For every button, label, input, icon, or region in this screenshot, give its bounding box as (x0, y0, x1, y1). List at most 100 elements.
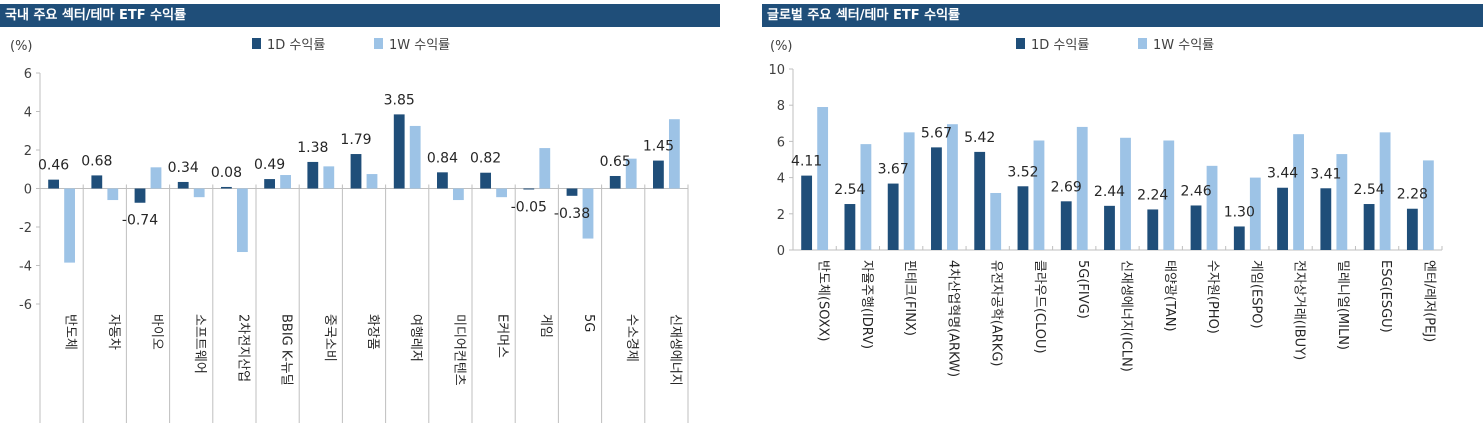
category-label: 4차산업혁명(ARKW) (945, 260, 960, 377)
bar-1d (1233, 226, 1245, 250)
bar-1w (236, 188, 248, 253)
bar-1d (844, 204, 856, 250)
data-label-1d: -0.74 (122, 213, 158, 229)
bar-1d (653, 160, 664, 189)
data-label-1d: 0.84 (427, 150, 458, 166)
category-label: 게임 (538, 314, 553, 338)
data-label-1d: -0.05 (511, 199, 547, 215)
bar-1d (480, 172, 492, 189)
category-label: BBIG K-뉴딜 (279, 314, 294, 386)
bar-1w (990, 192, 1002, 250)
bar-1d (1190, 205, 1202, 250)
bar-1w (539, 148, 551, 189)
bar-1w (193, 188, 205, 198)
bar-1w (625, 158, 637, 189)
data-label-1d: 1.38 (297, 140, 328, 156)
bar-1d (887, 183, 899, 250)
bar-1w (280, 175, 291, 189)
category-label: 바이오 (149, 314, 164, 350)
data-label-1d: 0.49 (254, 157, 285, 173)
global-etf-chart: (%) 1D 수익률 1W 수익률 0 2 4 6 8 10 4.11 반도체(SOXX) 2.54 자… (768, 38, 1443, 377)
domestic-etf-chart: (%) 1D 수익률 1W 수익률 -6 -4 -2 0 2 4 6 0.46 반도체 0.68 자동차 -… (10, 38, 689, 423)
category-label: 소프트웨어 (192, 314, 207, 374)
bar-1w (1422, 160, 1434, 250)
category-label: 신재생에너지(ICLN) (1119, 260, 1134, 372)
y-tick-label: -6 (19, 298, 32, 313)
global-chart-title: 글로벌 주요 섹터/테마 ETF 수익률 (762, 4, 1483, 27)
bar-1w (903, 132, 915, 250)
category-label: 화장품 (365, 314, 380, 350)
data-label-1d: 0.34 (168, 160, 199, 176)
category-label: 반도체 (63, 314, 78, 350)
bar-1w (947, 124, 958, 250)
bar-1w (366, 174, 378, 189)
category-label: 신재생에너지 (667, 314, 682, 386)
y-tick-label: 0 (24, 183, 32, 198)
domestic-etf-panel: 국내 주요 섹터/테마 ETF 수익률 (%) 1D 수익률 1W 수익률 -6 -4 -… (0, 0, 720, 423)
bar-1w (452, 188, 464, 201)
data-label-1d: 0.82 (470, 151, 501, 167)
bar-1w (1379, 132, 1391, 250)
legend-swatch-1d (252, 38, 261, 49)
data-label-1d: 3.67 (878, 162, 909, 178)
category-label: ESG(ESGU) (1378, 260, 1393, 333)
y-tick-label: -4 (19, 260, 32, 275)
category-label: 밀레니얼(MILN) (1335, 260, 1350, 350)
y-tick-label: 6 (777, 135, 785, 150)
data-label-1d: 1.79 (340, 132, 371, 148)
y-tick-label: 4 (24, 106, 32, 121)
bar-1d (974, 151, 986, 250)
bar-1d (437, 172, 448, 189)
data-label-1d: -0.38 (554, 206, 590, 222)
bar-1d (801, 175, 813, 250)
bar-1d (48, 179, 60, 189)
category-label: 자동차 (106, 314, 121, 350)
bar-1w (1033, 140, 1045, 250)
bar-1w (1293, 134, 1304, 250)
y-tick-label: 8 (777, 99, 785, 114)
data-label-1d: 0.46 (38, 158, 69, 174)
bar-1w (496, 188, 507, 198)
category-label: 5G(FIVG) (1075, 260, 1090, 319)
category-label: 여행레저 (408, 314, 424, 362)
bar-1d (1060, 201, 1072, 250)
category-label: 5G (581, 314, 596, 332)
legend-label-1w: 1W 수익률 (1153, 38, 1214, 53)
category-label: 전자상거래(IBUY) (1292, 260, 1307, 360)
bar-1w (1336, 154, 1348, 250)
data-label-1d: 0.08 (211, 165, 242, 181)
data-label-1d: 2.46 (1180, 183, 1211, 199)
category-label: 2차전지산업 (235, 314, 250, 382)
bar-1w (817, 107, 829, 250)
data-label-1d: 3.44 (1267, 166, 1298, 182)
y-tick-label: 4 (777, 172, 785, 187)
y-tick-label: -2 (19, 221, 32, 236)
data-label-1d: 0.68 (81, 153, 112, 169)
data-label-1d: 2.28 (1397, 187, 1428, 203)
data-label-1d: 4.11 (791, 154, 822, 170)
bar-1d (931, 147, 942, 250)
bar-1w (409, 125, 421, 189)
category-label: 중국소비 (322, 314, 337, 362)
legend-label-1d: 1D 수익률 (1031, 38, 1089, 53)
data-label-1d: 1.45 (643, 139, 674, 155)
category-label: 수소경제 (624, 314, 639, 362)
data-label-1d: 0.65 (600, 154, 631, 170)
data-label-1d: 2.44 (1094, 184, 1125, 200)
category-label: 클라우드(CLOU) (1032, 260, 1047, 354)
bar-1w (1120, 137, 1131, 250)
global-etf-panel: 글로벌 주요 섹터/테마 ETF 수익률 (%) 1D 수익률 1W 수익률 0 2 4 6… (762, 0, 1483, 423)
category-label: 게임(ESPO) (1248, 260, 1263, 329)
data-label-1d: 2.69 (1051, 179, 1082, 195)
bar-1d (523, 188, 535, 190)
data-label-1d: 5.67 (921, 125, 952, 141)
bar-1d (134, 188, 146, 203)
bar-1d (1017, 186, 1029, 250)
data-label-1d: 1.30 (1224, 204, 1255, 220)
bar-1w (1076, 126, 1088, 250)
bar-1d (177, 181, 189, 189)
bar-1d (350, 154, 362, 189)
domestic-chart-title: 국내 주요 섹터/테마 ETF 수익률 (0, 4, 720, 27)
category-label: 반도체(SOXX) (816, 260, 831, 342)
bar-1w (107, 188, 119, 201)
